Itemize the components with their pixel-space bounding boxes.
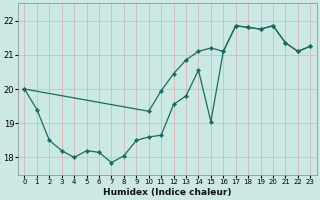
X-axis label: Humidex (Indice chaleur): Humidex (Indice chaleur)	[103, 188, 232, 197]
